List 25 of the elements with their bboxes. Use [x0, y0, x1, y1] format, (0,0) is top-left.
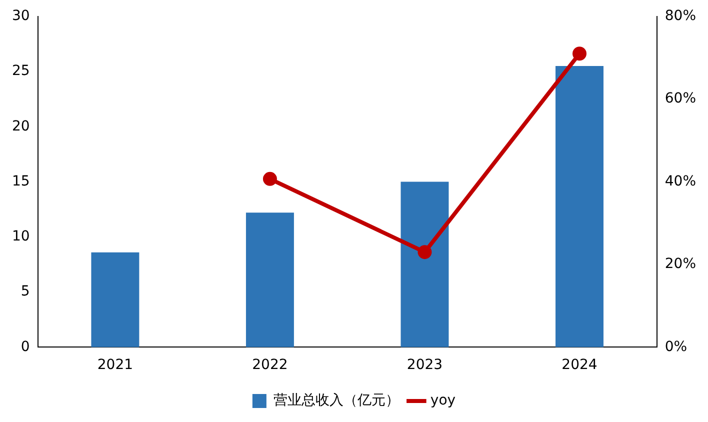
y-tick-label: 0: [20, 338, 30, 355]
y-tick-label: 30: [12, 8, 30, 24]
legend-label: yoy: [430, 392, 456, 409]
point: [262, 172, 277, 186]
point: [572, 46, 586, 61]
bar: [246, 212, 294, 348]
y2-tick-label: 20%: [664, 256, 696, 272]
y2-tick-label: 40%: [664, 173, 696, 190]
y2-tick-label: 60%: [664, 90, 696, 107]
y-tick-label: 5: [20, 284, 30, 300]
x-tick-label: 2021: [97, 357, 134, 374]
x-tick-label: 2023: [406, 357, 443, 374]
x-tick-label: 2022: [252, 357, 288, 374]
point: [418, 245, 432, 260]
y-tick-label: 15: [12, 173, 30, 190]
y-tick-label: 20: [12, 118, 30, 134]
bar: [556, 66, 604, 348]
y-tick-label: 25: [12, 63, 30, 80]
y2-tick-label: 80%: [664, 8, 696, 24]
y2-tick-label: 0%: [664, 338, 688, 355]
bar: [91, 252, 140, 348]
bar: [400, 182, 449, 348]
legend-label: 营业总收入（亿元）: [273, 392, 400, 409]
x-tick-label: 2024: [562, 357, 598, 374]
y-tick-label: 10: [12, 228, 30, 245]
